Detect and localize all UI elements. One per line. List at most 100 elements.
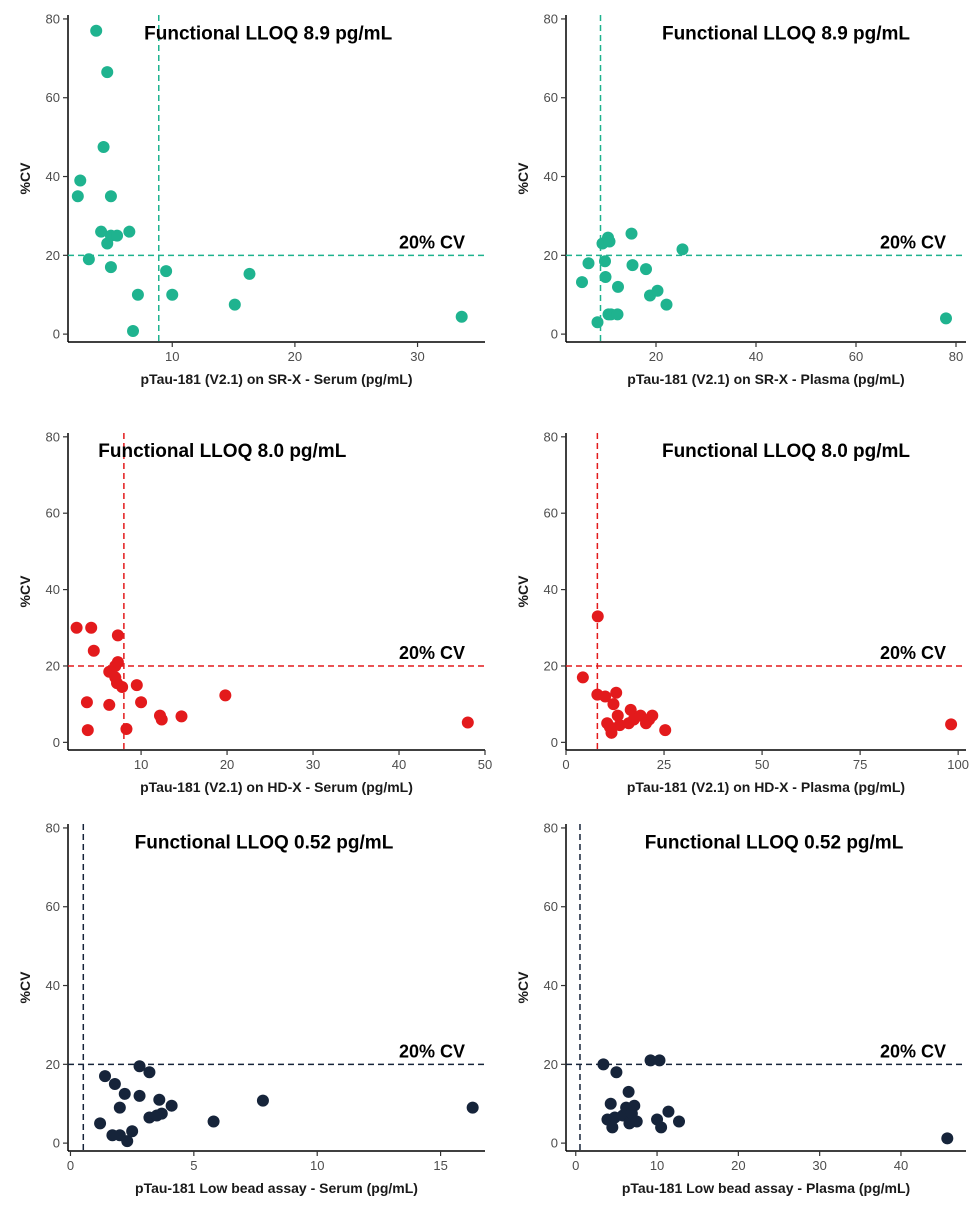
x-axis-title: pTau-181 (V2.1) on HD-X - Serum (pg/mL): [140, 779, 413, 795]
scatter-panel-6: 0 20 40 60 80 0 10 20 30 40 Functional LLOQ 0.52 p…: [515, 820, 966, 1196]
scatter-panel-1: 0 20 40 60 80 10 20 30 Functional LLOQ 8.9 pg/mL…: [17, 11, 485, 387]
y-tick-label: 20: [46, 248, 60, 263]
data-point: [160, 265, 173, 278]
data-point: [605, 726, 618, 739]
data-point: [624, 703, 637, 716]
x-tick-label: 40: [749, 349, 763, 364]
data-point: [591, 316, 604, 329]
y-tick-label: 60: [544, 506, 558, 521]
data-point: [256, 1094, 269, 1107]
data-point: [94, 1117, 107, 1130]
data-point: [607, 698, 620, 711]
y-tick-label: 0: [53, 735, 60, 750]
x-tick-label: 0: [67, 1158, 74, 1173]
x-tick-label: 0: [572, 1158, 579, 1173]
data-point: [651, 284, 664, 297]
x-axis-title: pTau-181 Low bead assay - Serum (pg/mL): [135, 1180, 418, 1196]
data-point: [597, 1058, 610, 1071]
data-point: [126, 1125, 139, 1138]
data-point: [673, 1115, 686, 1128]
x-tick-label: 30: [306, 757, 320, 772]
x-tick-label: 50: [478, 757, 492, 772]
x-tick-label: 80: [949, 349, 963, 364]
data-point: [662, 1105, 675, 1118]
lloq-annotation: Functional LLOQ 0.52 pg/mL: [135, 832, 394, 853]
y-tick-label: 20: [544, 658, 558, 673]
x-tick-label: 20: [220, 757, 234, 772]
data-point: [604, 1097, 617, 1110]
data-point: [576, 276, 588, 289]
y-tick-label: 80: [46, 820, 60, 835]
y-axis-title: %CV: [17, 971, 33, 1004]
y-tick-label: 40: [544, 169, 558, 184]
data-point: [121, 1135, 134, 1148]
data-point: [655, 1121, 668, 1134]
cv-annotation: 20% CV: [880, 1041, 946, 1061]
data-point: [676, 243, 689, 256]
data-point: [99, 1070, 112, 1083]
x-axis-title: pTau-181 (V2.1) on HD-X - Plasma (pg/mL): [627, 779, 905, 795]
data-point: [599, 270, 612, 283]
y-axis-title: %CV: [515, 971, 531, 1004]
data-point: [130, 679, 143, 692]
data-point: [644, 1054, 657, 1067]
data-point: [71, 190, 84, 203]
data-point: [461, 716, 474, 729]
data-point: [101, 66, 114, 79]
lloq-annotation: Functional LLOQ 8.9 pg/mL: [144, 23, 392, 44]
x-tick-label: 10: [310, 1158, 324, 1173]
x-tick-label: 40: [392, 757, 406, 772]
y-tick-label: 80: [544, 429, 558, 444]
data-point: [166, 288, 179, 301]
data-point: [97, 140, 110, 153]
data-point: [74, 174, 87, 187]
data-point: [613, 719, 626, 732]
lloq-annotation: Functional LLOQ 0.52 pg/mL: [645, 832, 904, 853]
x-tick-label: 10: [134, 757, 148, 772]
y-tick-label: 0: [551, 735, 558, 750]
lloq-annotation: Functional LLOQ 8.9 pg/mL: [662, 23, 910, 44]
y-tick-label: 40: [544, 582, 558, 597]
data-point: [155, 713, 168, 726]
data-point: [111, 229, 124, 242]
x-tick-label: 20: [288, 349, 302, 364]
data-point: [153, 1093, 166, 1106]
scatter-panel-4: 0 20 40 60 80 0 25 50 75 100 Functional LLOQ 8.0 p…: [515, 429, 969, 795]
data-point: [466, 1101, 479, 1114]
cv-annotation: 20% CV: [399, 643, 465, 663]
data-point: [116, 680, 129, 693]
data-point: [133, 1060, 146, 1073]
y-tick-label: 80: [544, 11, 558, 26]
data-point: [659, 724, 672, 737]
data-point: [80, 696, 93, 709]
data-point: [104, 261, 117, 274]
data-point: [120, 722, 133, 735]
y-tick-label: 80: [46, 11, 60, 26]
y-tick-label: 20: [544, 248, 558, 263]
cv-annotation: 20% CV: [399, 1041, 465, 1061]
x-axis-title: pTau-181 (V2.1) on SR-X - Serum (pg/mL): [141, 371, 413, 387]
data-point: [455, 310, 468, 323]
y-axis-title: %CV: [515, 162, 531, 195]
x-tick-label: 40: [894, 1158, 908, 1173]
y-tick-label: 60: [46, 899, 60, 914]
x-tick-label: 10: [650, 1158, 664, 1173]
x-tick-label: 20: [649, 349, 663, 364]
cv-annotation: 20% CV: [880, 643, 946, 663]
x-tick-label: 20: [731, 1158, 745, 1173]
y-tick-label: 80: [46, 429, 60, 444]
x-tick-label: 25: [657, 757, 671, 772]
data-point: [945, 718, 958, 731]
data-point: [599, 690, 612, 703]
data-point: [625, 227, 638, 240]
data-point: [207, 1115, 220, 1128]
y-tick-label: 0: [53, 1136, 60, 1151]
lloq-annotation: Functional LLOQ 8.0 pg/mL: [98, 441, 346, 462]
data-point: [103, 698, 116, 711]
x-tick-label: 50: [755, 757, 769, 772]
data-point: [941, 1132, 954, 1145]
data-point: [90, 24, 103, 37]
y-tick-label: 60: [544, 899, 558, 914]
data-point: [219, 689, 232, 702]
x-tick-label: 15: [433, 1158, 447, 1173]
